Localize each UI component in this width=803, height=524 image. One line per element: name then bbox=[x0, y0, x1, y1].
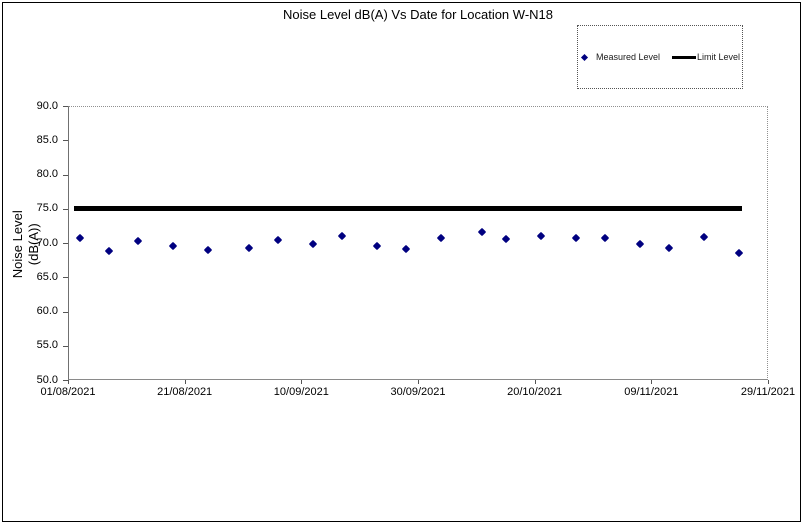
y-tick-label: 60.0 bbox=[36, 305, 58, 317]
x-tick bbox=[301, 380, 303, 384]
y-axis-title-line1: Noise Level bbox=[9, 210, 25, 279]
y-tick bbox=[63, 311, 68, 313]
x-tick bbox=[418, 380, 419, 384]
x-tick-label: 29/11/2021 bbox=[740, 386, 796, 398]
x-tick-label: 01/08/2021 bbox=[40, 386, 96, 398]
legend-limit-label: Limit Level bbox=[697, 52, 741, 62]
y-tick bbox=[63, 106, 68, 107]
x-tick bbox=[68, 380, 69, 384]
y-tick bbox=[63, 345, 68, 347]
measured-level-marker-icon bbox=[580, 53, 588, 61]
x-tick-label: 30/09/2021 bbox=[390, 386, 446, 398]
y-tick-label: 70.0 bbox=[36, 236, 58, 249]
legend-measured-label: Measured Level bbox=[595, 52, 660, 62]
legend-item-measured-level: Measured Level bbox=[580, 52, 660, 62]
chart-title: Noise Level dB(A) Vs Date for Location W… bbox=[283, 7, 553, 22]
legend-item-limit-level: Limit Level bbox=[672, 52, 740, 62]
x-tick-label: 20/10/2021 bbox=[507, 386, 563, 398]
plot-area bbox=[68, 106, 768, 380]
x-tick-label: 21/08/2021 bbox=[157, 386, 213, 398]
x-tick-label: 09/11/2021 bbox=[624, 386, 679, 398]
legend: Measured Level Limit Level bbox=[577, 25, 743, 89]
y-tick-label: 50.0 bbox=[36, 373, 58, 386]
limit-level-line bbox=[73, 206, 742, 212]
y-tick-label: 85.0 bbox=[36, 133, 58, 146]
x-tick bbox=[651, 380, 653, 384]
x-tick bbox=[184, 380, 186, 384]
y-tick bbox=[63, 277, 68, 279]
x-tick bbox=[534, 380, 536, 384]
x-tick bbox=[768, 380, 769, 384]
y-tick-label: 55.0 bbox=[36, 339, 58, 352]
y-tick-label: 75.0 bbox=[36, 202, 58, 215]
y-tick-label: 80.0 bbox=[36, 168, 58, 180]
y-tick bbox=[63, 243, 68, 244]
x-tick-label: 10/09/2021 bbox=[273, 386, 329, 398]
y-tick bbox=[63, 140, 68, 142]
y-tick-label: 65.0 bbox=[36, 270, 58, 283]
y-tick bbox=[63, 380, 68, 381]
y-tick-label: 90.0 bbox=[36, 99, 58, 112]
y-tick bbox=[63, 174, 68, 176]
y-tick bbox=[63, 208, 68, 210]
limit-level-line-icon bbox=[672, 55, 696, 59]
